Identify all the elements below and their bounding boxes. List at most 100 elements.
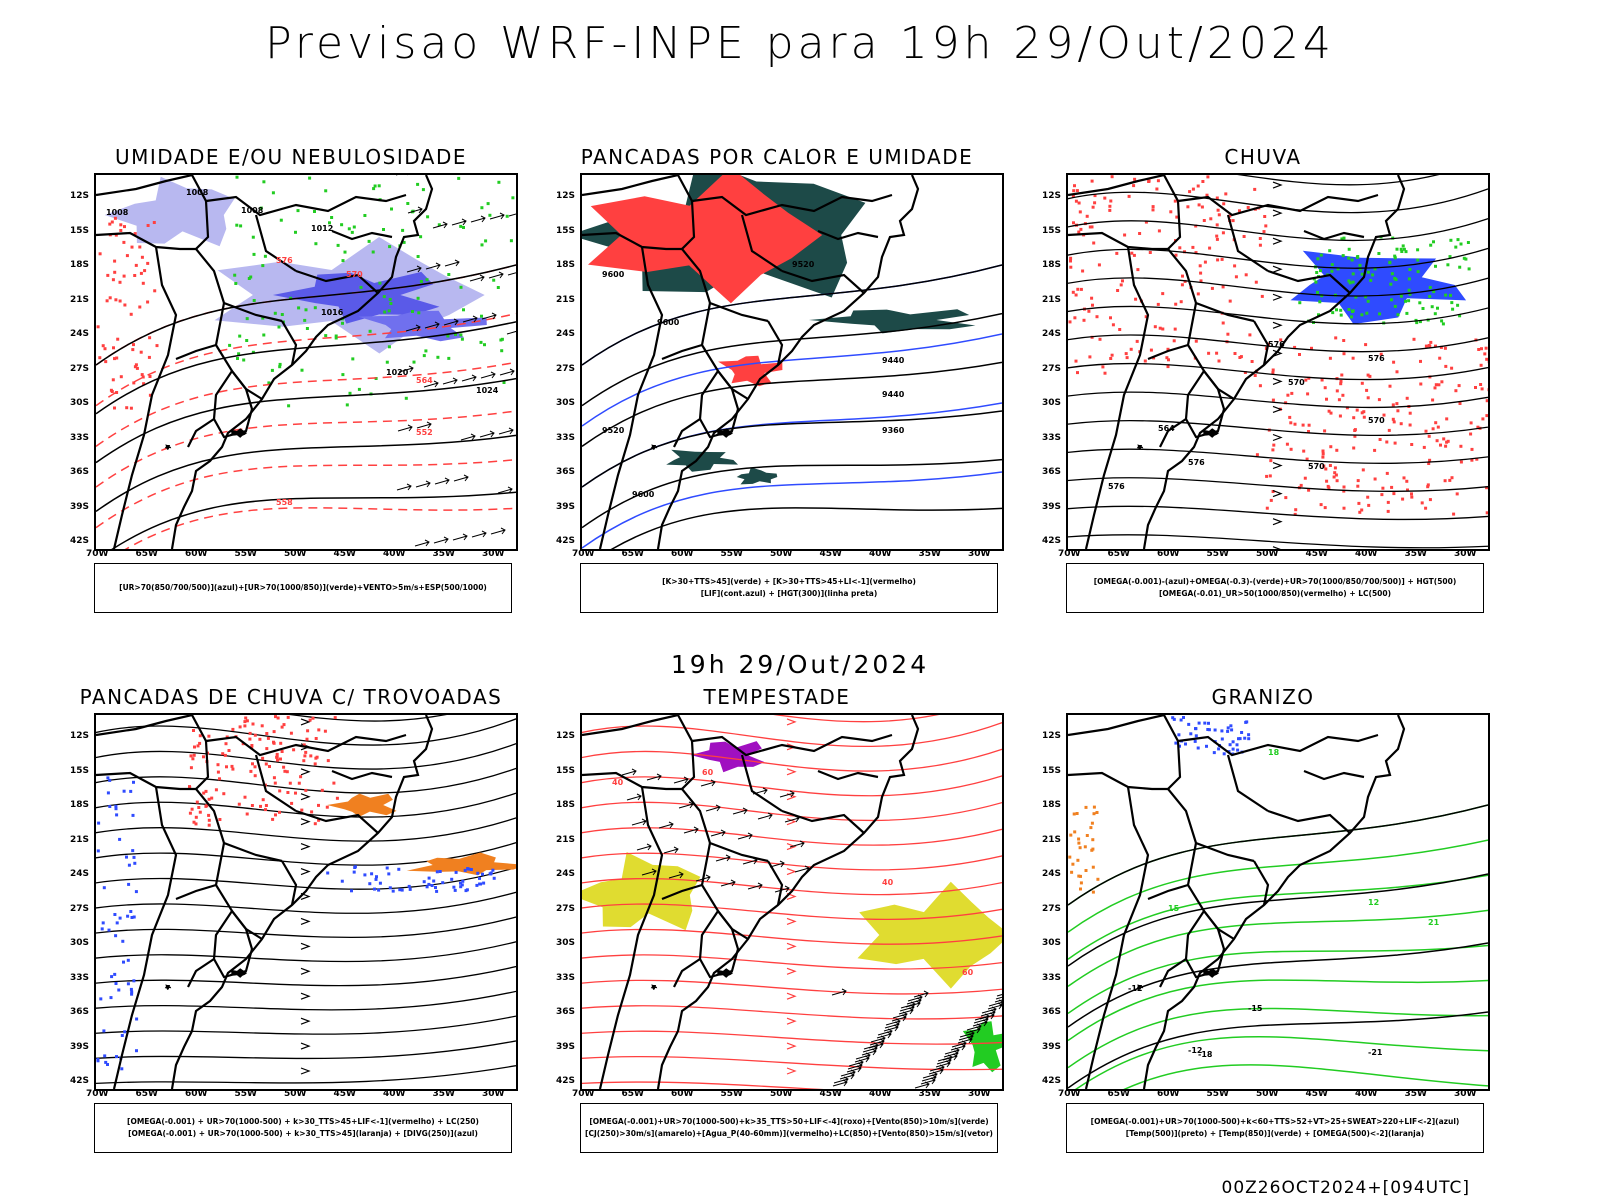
low-humidity-speck [500, 349, 504, 353]
streamlines [582, 715, 1002, 1089]
thickness-speck [146, 261, 150, 265]
storm-red-speck [248, 731, 252, 735]
rain-red-speck [1321, 449, 1325, 453]
contour-label: 12 [1368, 898, 1379, 907]
stream-arrow [300, 917, 311, 925]
thickness-speck [132, 381, 136, 385]
hail-blue-speck [1171, 716, 1175, 720]
wind-vector [423, 380, 439, 388]
low-humidity-speck [324, 189, 328, 193]
low-humidity-speck [234, 282, 238, 285]
lake [229, 428, 248, 438]
thickness-speck [113, 216, 117, 220]
low-humidity-speck [271, 191, 275, 195]
storm-red-speck [253, 733, 257, 737]
legend-line: [CJ(250)>30m/s](amarelo)+[Agua_P(40-60mm… [585, 1129, 993, 1138]
storm-red-speck [274, 715, 277, 719]
divergence-speck [438, 870, 442, 873]
border-line [698, 909, 740, 979]
map-panel: PANCADAS DE CHUVA C/ TROVOADAS 12S 15S 18S 2… [56, 685, 526, 1165]
hail-blue-speck [1194, 734, 1198, 738]
thickness-speck [133, 274, 137, 277]
divergence-speck [475, 883, 479, 887]
lon-tick-label: 60W [185, 549, 208, 559]
storm-red-speck [227, 749, 231, 752]
low-humidity-speck [251, 235, 255, 239]
divergence-speck [131, 849, 135, 853]
hail-blue-speck [1226, 726, 1230, 730]
low-humidity-speck [502, 381, 506, 384]
hail-blue-speck [1220, 737, 1224, 741]
rain-red-speck [1481, 417, 1485, 421]
divergence-speck [132, 915, 136, 919]
lon-tick-label: 30W [482, 549, 505, 559]
rain-red-speck [1438, 356, 1442, 360]
rain-red-speck [1424, 344, 1428, 348]
rain-red-speck [1341, 393, 1345, 397]
thickness-speck [152, 221, 156, 224]
contour-line [582, 264, 1002, 366]
contour-label: 558 [276, 498, 293, 507]
rain-red-speck [1074, 293, 1078, 297]
stream-arrow [300, 768, 311, 776]
rain-red-speck [1201, 180, 1205, 183]
wind-vector [398, 365, 414, 373]
low-humidity-speck [437, 223, 441, 227]
storm-red-speck [218, 818, 222, 821]
low-humidity-speck [251, 350, 255, 354]
storm-red-speck [302, 743, 306, 747]
contour-line [1123, 1064, 1488, 1089]
streamline [96, 1064, 516, 1085]
divergence-speck [99, 997, 103, 1001]
divergence-speck [127, 882, 131, 886]
lon-tick-label: 40W [1355, 1089, 1378, 1099]
contour-line [1068, 909, 1488, 987]
storm-red-speck [280, 725, 284, 729]
lat-tick-label: 12S [1042, 731, 1062, 741]
storm-red-speck [243, 724, 247, 728]
divergence-speck [129, 987, 133, 991]
lon-tick-label: 40W [1355, 549, 1378, 559]
k-tts-area [736, 467, 778, 485]
rain-red-speck [1333, 466, 1337, 470]
rain-red-speck [1194, 224, 1198, 228]
rain-red-speck [1439, 345, 1443, 349]
storm-red-speck [314, 756, 318, 760]
stream-arrow [786, 1042, 797, 1050]
wind-vector [415, 480, 431, 488]
panel-title: GRANIZO [1211, 685, 1315, 709]
storm-red-speck [192, 753, 196, 757]
omega500-speck [1079, 887, 1082, 891]
rain-red-speck [1388, 384, 1392, 388]
divergence-speck [113, 972, 117, 976]
lat-tick-label: 24S [556, 869, 576, 879]
divergence-speck [110, 975, 114, 979]
lake [715, 968, 734, 978]
omega-strong-speck [1341, 254, 1345, 258]
lon-tick-label: 35W [918, 549, 941, 559]
contour-line [1068, 942, 1488, 1028]
wind-vector [831, 988, 847, 996]
rain-red-speck [1238, 209, 1241, 213]
stream-arrow [1272, 209, 1283, 217]
low-humidity-speck [459, 285, 463, 289]
country-borders [582, 175, 920, 549]
omega-strong-speck [1350, 258, 1354, 262]
omega-strong-speck [1358, 263, 1362, 267]
border-line [740, 754, 783, 812]
rain-red-speck [1426, 485, 1430, 489]
omega-strong-speck [1360, 313, 1364, 317]
hail-blue-speck [1189, 732, 1193, 736]
contour-line [582, 312, 1002, 407]
omega-strong-speck [1407, 277, 1411, 281]
rain-red-speck [1127, 194, 1131, 198]
low-humidity-speck [278, 365, 282, 369]
omega500-speck [1068, 855, 1072, 859]
streamline [1237, 175, 1440, 186]
divergence-speck [407, 884, 411, 888]
omega-strong-speck [1418, 320, 1422, 324]
omega-strong-speck [1315, 271, 1319, 274]
wind-vector [471, 530, 487, 538]
rain-red-speck [1427, 434, 1431, 438]
